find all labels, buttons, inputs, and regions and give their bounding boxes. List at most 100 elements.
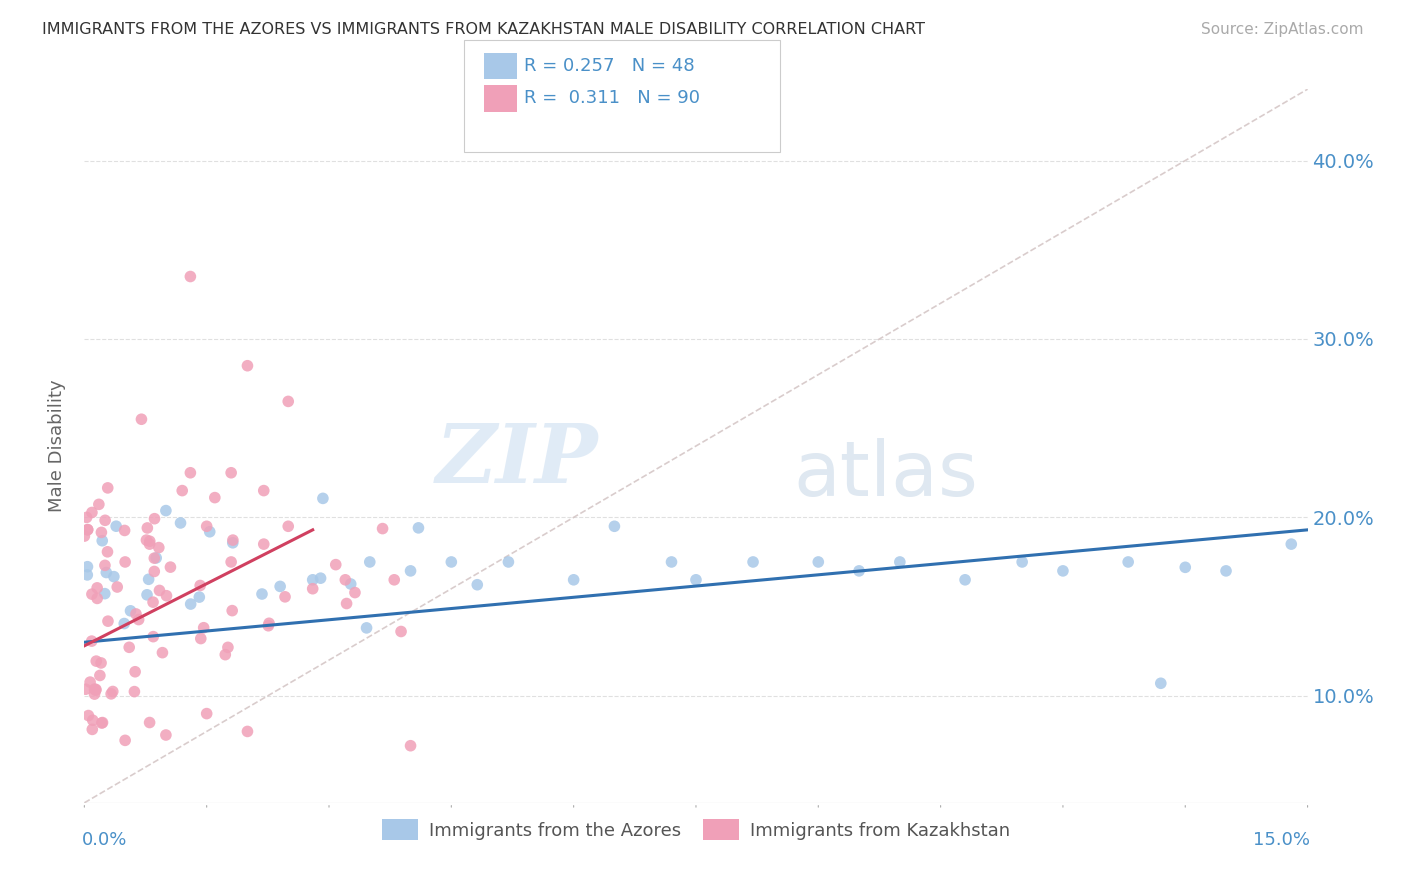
Point	[114, 555, 136, 569]
Point	[73, 529, 96, 543]
Point	[96, 545, 118, 559]
Point	[236, 359, 259, 373]
Point	[274, 590, 297, 604]
Point	[217, 640, 239, 655]
Point	[77, 708, 100, 723]
Text: 15.0%: 15.0%	[1253, 831, 1310, 849]
Text: R =  0.311   N = 90: R = 0.311 N = 90	[524, 89, 700, 107]
Point	[100, 687, 122, 701]
Point	[142, 630, 165, 644]
Point	[465, 578, 488, 592]
Text: ZIP: ZIP	[436, 420, 598, 500]
Point	[118, 640, 141, 655]
Point	[76, 568, 98, 582]
Text: IMMIGRANTS FROM THE AZORES VS IMMIGRANTS FROM KAZAKHSTAN MALE DISABILITY CORRELA: IMMIGRANTS FROM THE AZORES VS IMMIGRANTS…	[42, 22, 925, 37]
Point	[84, 682, 107, 697]
Point	[136, 521, 159, 535]
Point	[145, 550, 167, 565]
Point	[86, 581, 108, 595]
Point	[136, 588, 159, 602]
Point	[83, 682, 105, 697]
Point	[562, 573, 585, 587]
Point	[87, 497, 110, 511]
Point	[356, 621, 378, 635]
Point	[82, 713, 104, 727]
Point	[76, 523, 98, 537]
Point	[90, 716, 112, 731]
Point	[661, 555, 683, 569]
Point	[236, 724, 259, 739]
Point	[953, 573, 976, 587]
Point	[143, 565, 166, 579]
Y-axis label: Male Disability: Male Disability	[48, 380, 66, 512]
Point	[75, 682, 97, 697]
Point	[105, 519, 128, 533]
Point	[195, 519, 218, 533]
Point	[94, 558, 117, 573]
Point	[807, 555, 830, 569]
Point	[253, 537, 276, 551]
Legend: Immigrants from the Azores, Immigrants from Kazakhstan: Immigrants from the Azores, Immigrants f…	[375, 812, 1017, 847]
Point	[408, 521, 430, 535]
Point	[180, 597, 202, 611]
Point	[343, 585, 366, 599]
Point	[1150, 676, 1173, 690]
Point	[1116, 555, 1139, 569]
Point	[124, 665, 146, 679]
Point	[301, 582, 323, 596]
Point	[105, 580, 128, 594]
Point	[94, 513, 117, 527]
Point	[155, 589, 177, 603]
Point	[250, 587, 273, 601]
Point	[179, 466, 201, 480]
Point	[82, 723, 104, 737]
Point	[277, 519, 299, 533]
Point	[742, 555, 765, 569]
Point	[114, 524, 136, 538]
Point	[143, 511, 166, 525]
Point	[114, 733, 136, 747]
Point	[253, 483, 276, 498]
Point	[222, 536, 245, 550]
Point	[188, 590, 211, 604]
Point	[498, 555, 520, 569]
Point	[80, 587, 103, 601]
Point	[312, 491, 335, 506]
Point	[79, 675, 101, 690]
Point	[142, 595, 165, 609]
Point	[138, 572, 160, 586]
Point	[219, 466, 242, 480]
Point	[138, 715, 160, 730]
Point	[214, 648, 236, 662]
Point	[172, 483, 194, 498]
Point	[309, 571, 332, 585]
Point	[204, 491, 226, 505]
Point	[335, 573, 357, 587]
Point	[179, 269, 201, 284]
Point	[848, 564, 870, 578]
Point	[83, 687, 105, 701]
Point	[1052, 564, 1074, 578]
Point	[94, 587, 117, 601]
Point	[152, 646, 174, 660]
Point	[84, 654, 107, 668]
Point	[221, 604, 243, 618]
Point	[336, 597, 359, 611]
Point	[76, 559, 98, 574]
Point	[124, 684, 146, 698]
Text: Source: ZipAtlas.com: Source: ZipAtlas.com	[1201, 22, 1364, 37]
Point	[139, 534, 162, 549]
Point	[198, 524, 221, 539]
Point	[101, 684, 124, 698]
Point	[1011, 555, 1033, 569]
Point	[143, 551, 166, 566]
Point	[257, 616, 280, 631]
Point	[97, 481, 120, 495]
Point	[80, 634, 103, 648]
Point	[195, 706, 218, 721]
Point	[103, 569, 125, 583]
Text: atlas: atlas	[794, 438, 979, 511]
Point	[86, 591, 108, 606]
Point	[222, 533, 245, 547]
Point	[97, 614, 120, 628]
